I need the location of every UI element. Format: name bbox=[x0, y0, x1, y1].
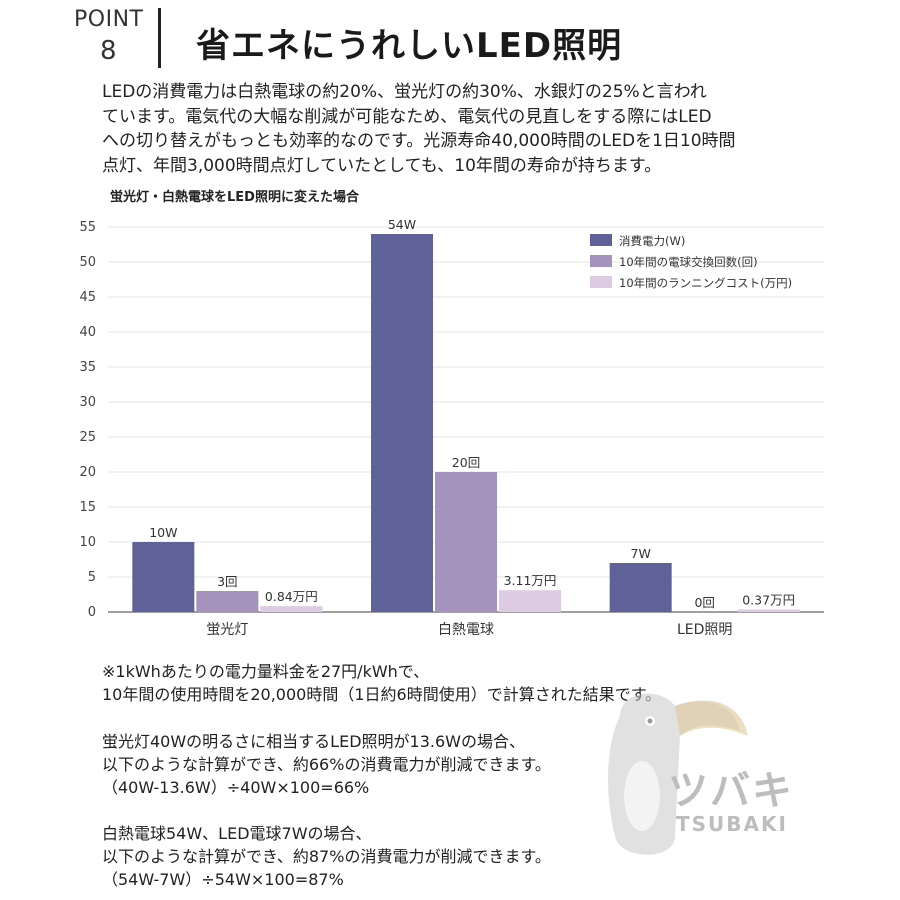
x-tick-label: LED照明 bbox=[677, 622, 732, 638]
note-line: 蛍光灯40Wの明るさに相当するLED照明が13.6Wの場合、 bbox=[102, 732, 525, 751]
data-label: 7W bbox=[631, 546, 651, 561]
bar bbox=[499, 590, 561, 612]
data-label: 20回 bbox=[452, 455, 480, 470]
note-line: 以下のような計算ができ、約87%の消費電力が削減できます。 bbox=[102, 847, 551, 866]
bar bbox=[609, 563, 672, 612]
note-line: ※1kWhあたりの電力量料金を27円/kWhで、 bbox=[102, 662, 430, 681]
intro-line: への切り替えがもっとも効率的なのです。光源寿命40,000時間のLEDを1日10… bbox=[102, 131, 736, 151]
y-tick-label: 55 bbox=[79, 220, 96, 235]
intro-line: ています。電気代の大幅な削減が可能なため、電気代の見直しをする際にはLED bbox=[102, 106, 712, 127]
y-tick-label: 15 bbox=[79, 500, 96, 515]
data-label: 0.84万円 bbox=[265, 589, 318, 604]
y-tick-label: 40 bbox=[79, 325, 96, 340]
y-tick-label: 50 bbox=[79, 255, 96, 270]
y-tick-label: 25 bbox=[79, 430, 96, 445]
point-label: POINT bbox=[74, 7, 144, 32]
y-tick-label: 10 bbox=[79, 535, 96, 550]
bar bbox=[196, 591, 259, 612]
data-label: 10W bbox=[149, 525, 177, 540]
page-title: 省エネにうれしいLED照明 bbox=[196, 26, 623, 66]
data-label: 0回 bbox=[694, 595, 714, 610]
x-tick-label: 白熱電球 bbox=[438, 622, 494, 638]
data-label: 3回 bbox=[217, 574, 237, 589]
legend-swatch bbox=[590, 276, 612, 288]
data-label: 54W bbox=[388, 217, 416, 232]
note-line: （40W-13.6W）÷40W×100=66% bbox=[102, 778, 370, 797]
legend-swatch bbox=[590, 234, 612, 246]
y-tick-label: 35 bbox=[79, 360, 96, 375]
y-tick-label: 45 bbox=[79, 290, 96, 305]
data-label: 3.11万円 bbox=[504, 573, 557, 588]
intro-line: 点灯、年間3,000時間点灯していたとしても、10年間の寿命が持ちます。 bbox=[102, 155, 662, 176]
logo-name: ツバキ bbox=[668, 768, 794, 814]
bar bbox=[260, 606, 323, 612]
intro-line: LEDの消費電力は白熱電球の約20%、蛍光灯の約30%、水銀灯の25%と言われ bbox=[102, 82, 707, 102]
y-tick-label: 20 bbox=[79, 465, 96, 480]
bar bbox=[371, 234, 433, 612]
note-block-1: ※1kWhあたりの電力量料金を27円/kWhで、 10年間の使用時間を20,00… bbox=[102, 660, 661, 706]
note-line: 10年間の使用時間を20,000時間（1日約6時間使用）で計算された結果です。 bbox=[102, 685, 662, 704]
bar bbox=[435, 472, 497, 612]
note-line: （54W-7W）÷54W×100=87% bbox=[102, 870, 344, 889]
data-label: 0.37万円 bbox=[742, 592, 795, 607]
legend-label: 10年間のランニングコスト(万円) bbox=[619, 276, 792, 290]
y-tick-label: 30 bbox=[79, 395, 96, 410]
legend-label: 10年間の電球交換回数(回) bbox=[619, 255, 758, 269]
y-tick-label: 5 bbox=[88, 570, 96, 585]
intro-text: LEDの消費電力は白熱電球の約20%、蛍光灯の約30%、水銀灯の25%と言われ … bbox=[102, 80, 822, 178]
bar bbox=[737, 609, 800, 612]
point-number: 8 bbox=[100, 36, 117, 66]
legend-label: 消費電力(W) bbox=[619, 234, 685, 248]
note-block-2: 蛍光灯40Wの明るさに相当するLED照明が13.6Wの場合、 以下のような計算が… bbox=[102, 730, 551, 799]
legend-swatch bbox=[590, 255, 612, 267]
note-block-3: 白熱電球54W、LED電球7Wの場合、 以下のような計算ができ、約87%の消費電… bbox=[102, 822, 551, 891]
chart-title: 蛍光灯・白熱電球をLED照明に変えた場合 bbox=[110, 190, 359, 205]
y-tick-label: 0 bbox=[88, 605, 96, 620]
x-tick-label: 蛍光灯 bbox=[206, 622, 248, 638]
bar bbox=[132, 542, 195, 612]
note-line: 白熱電球54W、LED電球7Wの場合、 bbox=[102, 824, 372, 843]
logo-romaji: TSUBAKI bbox=[676, 812, 788, 836]
note-line: 以下のような計算ができ、約66%の消費電力が削減できます。 bbox=[102, 755, 551, 774]
tsubaki-bird-logo-icon bbox=[608, 693, 748, 855]
point-divider bbox=[158, 8, 161, 68]
